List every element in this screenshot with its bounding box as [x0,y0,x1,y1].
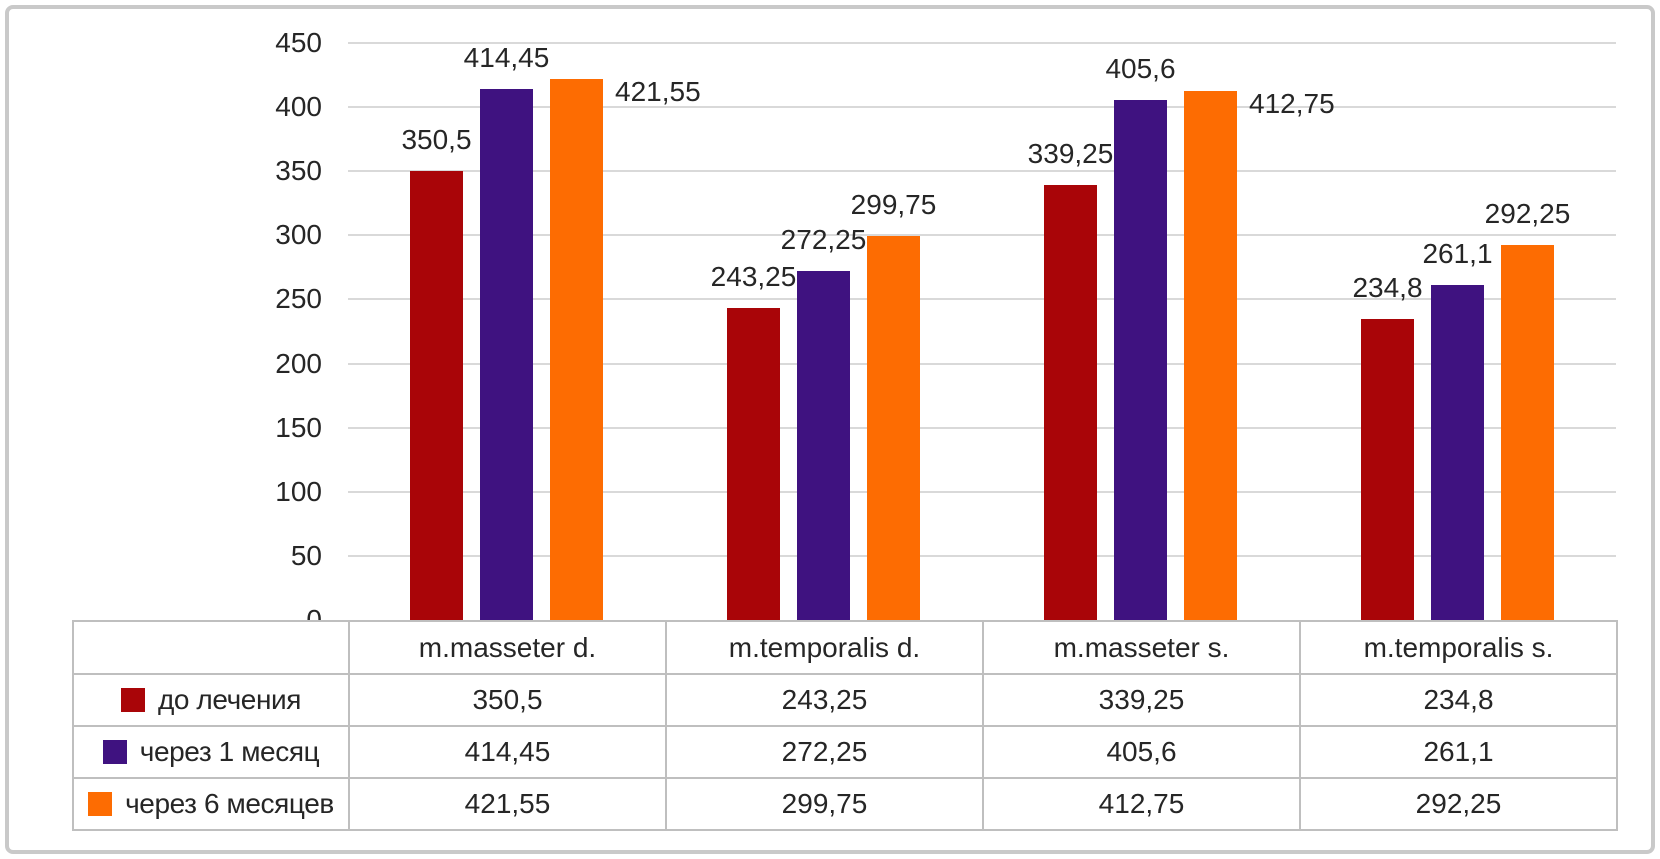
y-axis-tick-label: 300 [275,219,322,251]
bar-value-label: 414,45 [463,41,550,73]
value-cell: 405,6 [982,725,1301,779]
gridline [348,106,1616,109]
value-cell: 414,45 [348,725,667,779]
bar-value-label: 412,75 [1249,87,1335,119]
y-axis-tick-label: 150 [275,411,322,443]
gridline [348,426,1616,429]
bar-value-label: 339,25 [1027,138,1114,169]
gridline [348,490,1616,493]
legend-series-name: до лечения [157,684,302,715]
value-cell: 261,1 [1299,725,1618,779]
legend-cell: через 6 месяцев [72,777,350,831]
bar [480,88,533,620]
bar-value-label: 350,5 [401,123,472,155]
value-cell: 339,25 [982,673,1301,727]
bar-value-label: 261,1 [1422,238,1493,270]
gridline [348,298,1616,301]
bar [1044,185,1097,620]
gridline [348,234,1616,237]
bar [1184,90,1237,620]
bar-value-label: 243,25 [710,261,797,293]
table-header-row: m.masseter d. m.temporalis d. m.masseter s… [72,620,1618,675]
bar-value-label: 272,25 [780,223,867,255]
bar [550,79,603,620]
category-header-cell: m.masseter d. [348,620,667,675]
category-header-cell: m.temporalis d. [665,620,984,675]
bar [1431,285,1484,620]
legend-swatch [88,792,113,816]
value-cell: 412,75 [982,777,1301,831]
value-cell: 350,5 [348,673,667,727]
y-axis-tick-label: 350 [275,155,322,187]
legend-swatch [102,740,127,764]
bar-value-label: 292,25 [1484,198,1571,230]
value-cell: 243,25 [665,673,984,727]
y-axis-tick-label: 250 [275,283,322,315]
value-cell: 292,25 [1299,777,1618,831]
legend-cell: через 1 месяц [72,725,350,779]
gridline [348,42,1616,44]
category-header-cell: m.masseter s. [982,620,1301,675]
gridline [348,554,1616,557]
table-corner-cell [72,620,350,675]
bar [797,270,850,620]
y-axis-tick-label: 50 [290,539,322,571]
value-cell: 234,8 [1299,673,1618,727]
legend-series-name: через 6 месяцев [125,788,334,819]
bar [1501,245,1554,620]
gridline [348,362,1616,365]
y-axis-tick-label: 400 [275,91,322,123]
value-cell: 299,75 [665,777,984,831]
table-series-row: через 6 месяцев 421,55 299,75 412,75 292,25 [72,777,1618,831]
table-series-row: через 1 месяц 414,45 272,25 405,6 261,1 [72,725,1618,779]
bar-value-label: 299,75 [850,188,937,220]
gridline [348,170,1616,173]
bar-value-label: 421,55 [615,76,701,108]
y-axis-tick-label: 100 [275,475,322,507]
category-header-cell: m.temporalis s. [1299,620,1618,675]
bar [727,308,780,620]
value-cell: 421,55 [348,777,667,831]
bar [867,235,920,620]
y-axis-tick-label: 450 [275,27,322,58]
bar [1114,99,1167,620]
bar [410,170,463,620]
legend-swatch [120,688,145,712]
legend-cell: до лечения [72,673,350,727]
y-axis-tick-label: 200 [275,347,322,379]
table-series-row: до лечения 350,5 243,25 339,25 234,8 [72,673,1618,727]
value-cell: 272,25 [665,725,984,779]
legend-series-name: через 1 месяц [139,736,320,767]
bar [1361,318,1414,620]
bar-value-label: 405,6 [1105,52,1176,84]
chart-data-table: m.masseter d. m.temporalis d. m.masseter s… [72,620,1618,831]
bar-value-label: 234,8 [1352,271,1423,303]
